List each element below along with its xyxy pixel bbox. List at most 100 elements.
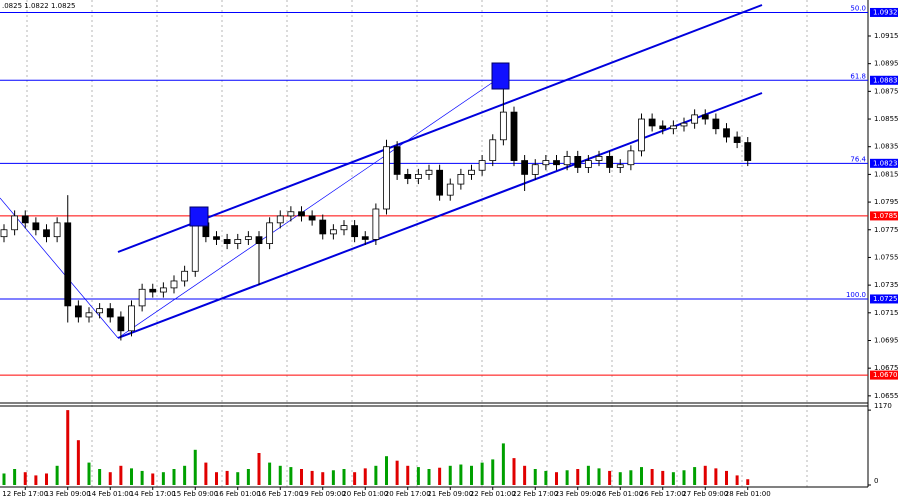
volume-bar [353,472,357,485]
y-tick-label: 1.0915 [874,32,899,40]
candle-body [298,211,305,217]
candle-body [478,160,486,171]
volume-bar [161,472,165,485]
volume-bar [310,470,314,485]
fib-label: 76.4 [850,155,866,163]
candle-body [287,211,295,217]
candle-body [627,150,635,166]
volume-bar [331,470,335,485]
candle-body [436,169,444,196]
candle-body [96,308,104,314]
candle-body [170,280,178,289]
level-price-label: 1.0785 [873,212,898,220]
volume-bar [470,465,473,485]
candle-body [340,225,348,231]
x-tick-label: 21 Feb 09:00 [427,490,473,498]
candle-body [744,142,752,161]
x-tick-label: 22 Feb 01:00 [470,490,516,498]
volume-bar [618,472,622,485]
volume-bar [225,470,229,485]
candle-body [701,114,709,120]
volume-bar [640,467,643,485]
x-tick-label: 16 Feb 01:00 [215,490,261,498]
candle-body [669,125,677,130]
x-tick-label: 26 Feb 01:00 [597,490,643,498]
volume-bar [300,469,303,485]
volume-bar [682,470,686,485]
candle-body [680,122,688,127]
candle-body [616,164,624,168]
volume-bar [416,467,420,485]
candle-body [542,160,550,166]
volume-bar [236,472,240,485]
fib-line [117,75,503,339]
level-price-box [870,158,898,168]
volume-bar [693,467,697,485]
volume-bar [2,473,6,485]
level-price-box [870,294,898,304]
candle-body [606,156,614,168]
candle-body [404,173,412,179]
candle-body [223,239,231,244]
volume-tick-label: 1170 [874,402,892,410]
candle-body [159,287,167,293]
volume-bar [151,473,155,485]
candle-body [733,136,741,143]
candle-body [117,316,125,332]
header: .0825 1.0822 1.0825 [2,2,75,10]
candle-body [383,146,390,210]
fib-line [0,197,119,339]
marker [189,206,209,227]
volume-bar [671,472,675,485]
volume-bar [278,465,282,485]
volume-bar [76,440,80,485]
fib-label: 100.0 [846,291,866,299]
candle-body [234,239,242,244]
volumes [2,410,750,485]
volume-bar [597,468,601,485]
candle-body [181,270,189,282]
volume-bar [66,410,70,485]
volume-bar [130,468,133,485]
candle-body [74,305,82,318]
y-tick-label: 1.0795 [874,198,899,206]
y-tick-label: 1.0895 [874,60,899,68]
channel-upper [117,4,763,253]
volume-bar [108,472,112,485]
volume-bar [714,468,718,485]
volume-bar [661,470,665,485]
candle-body [191,222,199,272]
level-price-box [870,75,898,85]
volume-bar [363,468,367,485]
candle-body [393,146,401,175]
volume-bar [87,462,91,485]
y-tick-label: 1.0755 [874,253,899,261]
candle-body [361,236,369,240]
channel-lower [117,92,763,339]
level-price-label: 1.0823 [873,159,898,167]
y-tick-label: 1.0835 [874,143,899,151]
volume-bar [544,470,548,485]
volume-bar [501,443,505,485]
candle-body [584,160,592,168]
candle-body [723,128,730,138]
candle-body [11,215,19,231]
candle-body [446,183,454,196]
candle-body [266,222,274,244]
volume-bar [533,469,537,485]
candle-body [64,222,72,307]
candle-body [521,160,529,175]
candle-body [308,215,316,221]
volume-bar [438,467,442,485]
candle-body [0,229,8,238]
candle-body [319,219,327,235]
candle-body [553,160,560,166]
volume-tick-label: 0 [874,477,878,485]
candles [0,87,752,341]
fib-label: 50.0 [850,4,866,12]
volume-bar [555,472,558,485]
volume-bar [342,469,346,485]
level-price-label: 1.0932 [873,8,898,16]
volume-bar [448,465,452,485]
volume-bar [215,472,218,485]
